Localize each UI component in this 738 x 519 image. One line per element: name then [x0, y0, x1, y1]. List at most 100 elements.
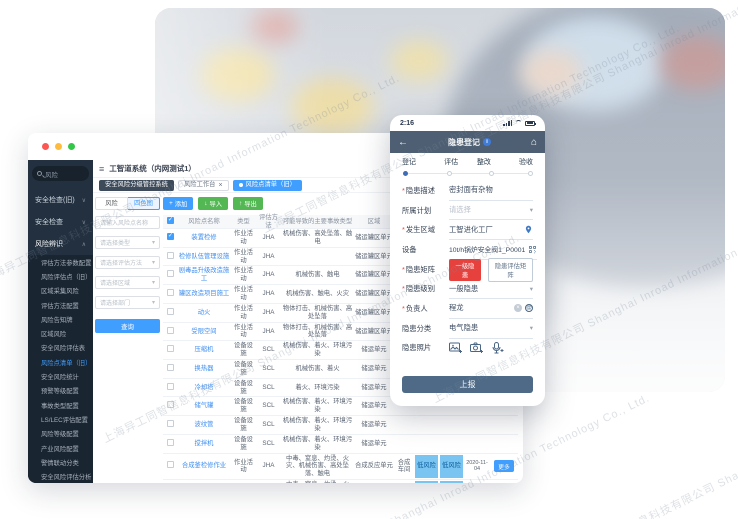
add-camera-icon[interactable] — [470, 342, 483, 354]
filter-input[interactable]: 请选择评估方法 ▾ — [95, 256, 160, 269]
row-checkbox[interactable] — [166, 438, 174, 446]
filter-input[interactable]: 请选择部门 ▾ — [95, 296, 160, 309]
accidents-cell: 机械伤害、着火、环境污染 — [282, 342, 353, 358]
sidebar-item[interactable]: 风险告知牌 — [41, 316, 73, 324]
sidebar-item[interactable]: 评估方法配置 — [41, 302, 79, 310]
filter-input[interactable]: 请选择类型 ▾ — [95, 236, 160, 249]
step-label[interactable]: 整改 — [476, 159, 491, 166]
nav-tag[interactable]: 风险工作台 × — [177, 179, 229, 191]
step-label[interactable]: 评估 — [444, 159, 459, 166]
filter-input[interactable]: 请选择区域 ▾ — [95, 276, 160, 289]
risk-point-link[interactable]: 搅拌机 — [194, 439, 214, 447]
method-cell: JHA — [262, 252, 275, 260]
clear-icon[interactable]: × — [514, 304, 522, 313]
home-icon[interactable]: ⌂ — [530, 136, 537, 148]
sidebar-item[interactable]: 产业风险配置 — [41, 445, 79, 453]
location-pin-icon[interactable] — [524, 225, 533, 234]
sidebar-item[interactable]: 风险评估点（旧） — [41, 273, 92, 281]
type-cell: 作业活动 — [234, 267, 253, 283]
menu-icon[interactable]: ≡ — [99, 163, 105, 174]
filter-tab[interactable]: 四色图 — [128, 197, 160, 210]
sidebar-item[interactable]: 事故类型配置 — [41, 402, 79, 410]
equipment-field[interactable]: 10t/h锅炉安全阀1_P0001 — [449, 240, 538, 260]
nav-tag[interactable]: 安全风险分级管控系统 — [99, 179, 174, 191]
risk-point-link[interactable]: 合成釜检修作业 — [181, 462, 227, 470]
row-checkbox[interactable] — [166, 251, 174, 259]
date-cell: 2020-11-04 — [466, 459, 488, 473]
select-all-checkbox[interactable] — [166, 216, 174, 224]
risk-point-link[interactable]: 储气罐 — [194, 402, 214, 410]
sidebar-item[interactable]: 区域采集风险 — [41, 288, 79, 296]
close-tag-icon[interactable]: × — [218, 181, 223, 189]
filter-tab[interactable]: 风险 — [95, 197, 128, 210]
sidebar-item[interactable]: 安全风险评估表 — [41, 345, 86, 353]
sidebar-item[interactable]: 安全风险统计 — [41, 374, 79, 382]
accidents-cell: 着火、环境污染 — [295, 383, 340, 391]
add-audio-icon[interactable] — [491, 342, 504, 354]
sidebar-item[interactable]: 风险等级配置 — [41, 431, 79, 439]
sidebar-group-expanded[interactable]: 风险辨识 ∧ — [35, 241, 86, 248]
plan-select[interactable]: 请选择 ▾ — [449, 201, 533, 221]
sidebar-search-input[interactable]: 风险 — [32, 166, 89, 181]
submit-button[interactable]: 上报 — [402, 376, 533, 394]
risk-point-link[interactable]: 冷却塔 — [194, 383, 214, 391]
matrix-level-button[interactable]: 一级隐患 — [449, 258, 481, 281]
matrix-evaluate-button[interactable]: 隐患评估矩阵 — [488, 257, 533, 282]
add-image-icon[interactable] — [449, 342, 462, 354]
name-cell: 波纹管 — [177, 420, 231, 430]
zoom-window-button[interactable] — [68, 143, 75, 150]
row-checkbox[interactable] — [166, 420, 174, 428]
date-cell — [464, 424, 490, 426]
row-checkbox[interactable] — [166, 461, 174, 469]
hazard-description-input[interactable]: 密封面有杂物 — [449, 181, 533, 201]
import-button[interactable]: ↓ 导入 — [198, 197, 229, 210]
risk-point-link[interactable]: 波纹管 — [194, 421, 214, 429]
sidebar-group-collapsed[interactable]: 安全检查(旧) ∨ — [35, 197, 86, 204]
sidebar-item[interactable]: 评估方法参数配置 — [41, 259, 92, 267]
risk-point-link[interactable]: 受限空间 — [191, 327, 217, 335]
sidebar-item[interactable]: 区域风险 — [41, 331, 67, 339]
row-checkbox[interactable] — [166, 382, 174, 390]
row-checkbox[interactable] — [166, 289, 174, 297]
row-checkbox[interactable] — [166, 270, 174, 278]
scan-qr-icon[interactable] — [528, 245, 537, 254]
row-checkbox[interactable] — [166, 307, 174, 315]
row-checkbox[interactable] — [166, 326, 174, 334]
nav-tag[interactable]: 风险点清单（旧） — [232, 179, 302, 191]
contact-at-icon[interactable]: @ — [525, 304, 533, 313]
risk-point-link[interactable]: 动火 — [197, 308, 211, 316]
accidents-cell: 机械伤害、着火、环境污染 — [282, 398, 353, 414]
area-field[interactable]: 工智进化工厂 — [449, 220, 533, 241]
sidebar-item[interactable]: 风险点清单（旧） — [41, 359, 92, 367]
field-placeholder: 请选择 — [449, 205, 471, 215]
current-risk-cell: 低风险 — [439, 454, 464, 480]
owner-field[interactable]: 程龙 × @ — [449, 299, 533, 319]
risk-point-link[interactable]: 检修队伍管理设施 — [178, 252, 230, 260]
sidebar-item[interactable]: 安全风险评估分析 — [41, 474, 92, 482]
query-button[interactable]: 查询 — [95, 319, 160, 333]
sidebar-group-collapsed[interactable]: 安全检查 ∨ — [35, 219, 86, 226]
step-label[interactable]: 登记 — [402, 159, 416, 166]
category-select[interactable]: 电气隐患 ▾ — [449, 319, 533, 339]
risk-point-link[interactable]: 压缩机 — [194, 346, 214, 354]
risk-point-link[interactable]: 剧毒品升级改造施工 — [178, 267, 230, 283]
add-button[interactable]: + 添加 — [163, 197, 194, 210]
minimize-window-button[interactable] — [55, 143, 62, 150]
risk-point-link[interactable]: 换热器 — [194, 364, 214, 372]
row-checkbox[interactable] — [166, 401, 174, 409]
row-checkbox[interactable] — [166, 345, 174, 353]
more-button[interactable]: 更多 — [494, 460, 514, 473]
sidebar-item[interactable]: 警情联动分类 — [41, 459, 79, 467]
row-checkbox[interactable] — [166, 363, 174, 371]
level-select[interactable]: 一般隐患 ▾ — [449, 279, 533, 300]
filter-input[interactable]: 请输入风险点名称 — [95, 216, 160, 229]
risk-point-link[interactable]: 罐区改造项目施工 — [178, 290, 230, 298]
sidebar-item[interactable]: 预警等级配置 — [41, 388, 79, 396]
sidebar-item[interactable]: LS/LEC评估配置 — [41, 416, 88, 424]
back-icon[interactable]: ← — [398, 136, 408, 148]
row-checkbox[interactable] — [166, 232, 174, 240]
export-button[interactable]: ↑ 导出 — [233, 197, 263, 210]
close-window-button[interactable] — [42, 143, 49, 150]
step-label[interactable]: 验收 — [519, 159, 533, 166]
risk-point-link[interactable]: 装置检修 — [191, 233, 217, 241]
